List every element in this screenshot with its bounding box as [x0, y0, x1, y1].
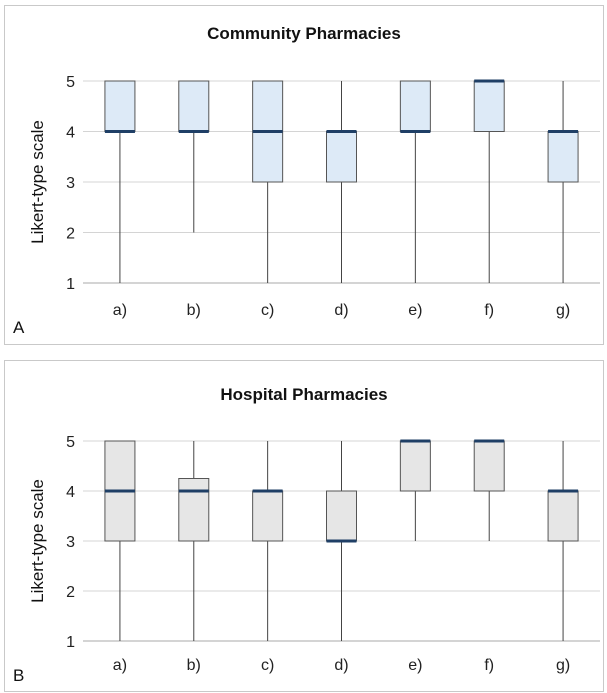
- box: [327, 132, 357, 183]
- y-axis-label: Likert-type scale: [28, 479, 47, 603]
- x-tick-label: f): [484, 302, 494, 319]
- y-axis-label: Likert-type scale: [28, 120, 47, 244]
- x-tick-label: e): [408, 302, 422, 319]
- box: [400, 81, 430, 132]
- x-tick-label: a): [113, 657, 127, 674]
- y-tick-label: 1: [66, 276, 75, 293]
- y-tick-label: 4: [66, 125, 75, 142]
- x-tick-label: e): [408, 657, 422, 674]
- y-tick-label: 3: [66, 534, 75, 551]
- boxplot-hospital: 1 2 3 4 5 Likert-type scale a) b) c) d) e) f) g): [5, 361, 603, 691]
- box: [474, 81, 504, 132]
- box: [179, 81, 209, 132]
- boxplot-community: 1 2 3 4 5 Likert-type scale a) b) c) d) e) f) g): [5, 6, 603, 344]
- x-tick-label: b): [187, 657, 201, 674]
- box: [179, 479, 209, 542]
- box: [474, 441, 504, 491]
- y-tick-label: 5: [66, 74, 75, 91]
- x-tick-label: d): [334, 302, 348, 319]
- x-tick-label: g): [556, 302, 570, 319]
- x-tick-label: f): [484, 657, 494, 674]
- y-tick-label: 2: [66, 226, 75, 243]
- x-tick-label: c): [261, 657, 274, 674]
- y-tick-label: 3: [66, 175, 75, 192]
- box: [400, 441, 430, 491]
- box: [253, 491, 283, 541]
- box: [105, 81, 135, 132]
- x-tick-label: b): [187, 302, 201, 319]
- x-tick-label: c): [261, 302, 274, 319]
- x-tick-label: a): [113, 302, 127, 319]
- box: [548, 132, 578, 183]
- y-tick-label: 4: [66, 484, 75, 501]
- x-tick-label: d): [334, 657, 348, 674]
- y-tick-label: 1: [66, 634, 75, 651]
- y-tick-label: 5: [66, 434, 75, 451]
- box: [548, 491, 578, 541]
- y-tick-label: 2: [66, 584, 75, 601]
- x-tick-label: g): [556, 657, 570, 674]
- chart-panel-community: Community Pharmacies A 1 2 3 4 5 Likert-type …: [4, 5, 604, 345]
- box: [327, 491, 357, 541]
- chart-panel-hospital: Hospital Pharmacies B 1 2 3 4 5 Likert-type s…: [4, 360, 604, 692]
